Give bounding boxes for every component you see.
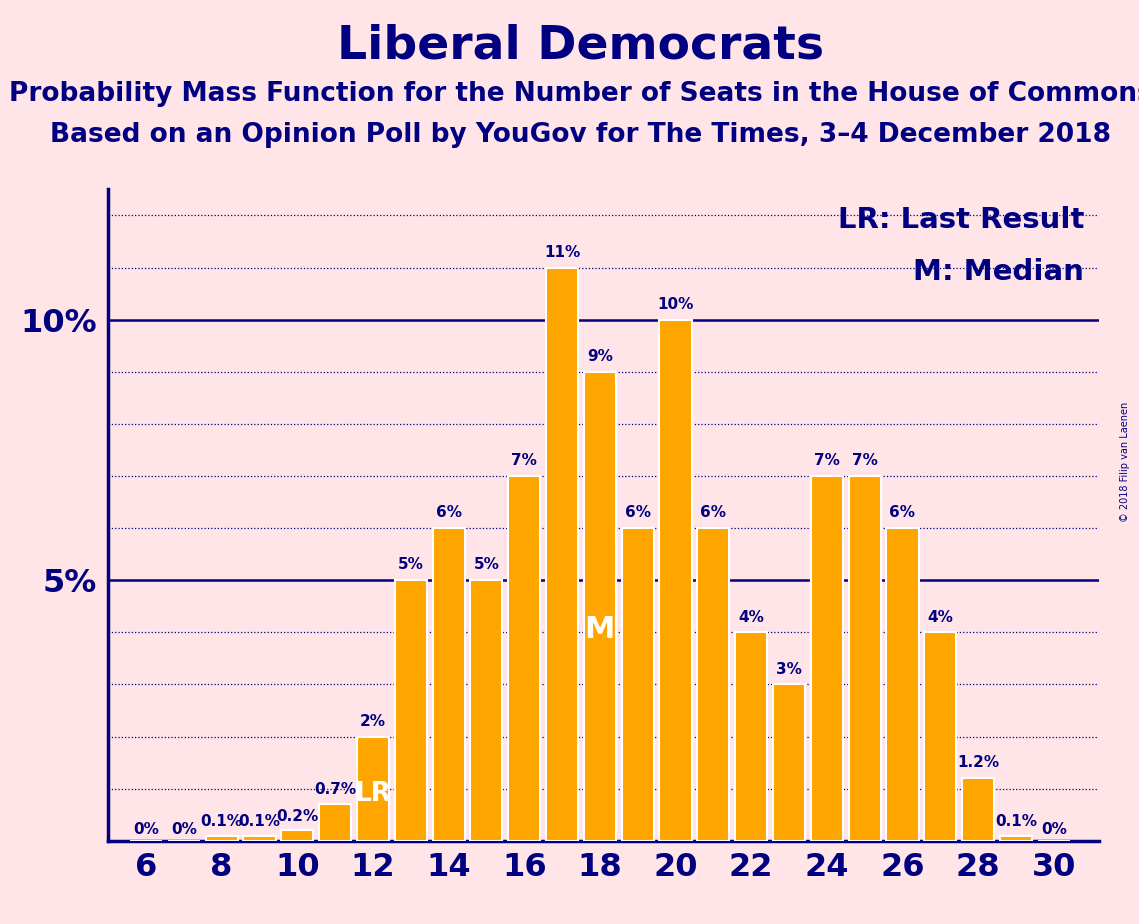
Bar: [735, 632, 768, 841]
Text: 11%: 11%: [544, 245, 580, 260]
Bar: [281, 831, 313, 841]
Bar: [849, 476, 880, 841]
Bar: [546, 268, 579, 841]
Text: 0.1%: 0.1%: [995, 814, 1036, 830]
Text: © 2018 Filip van Laenen: © 2018 Filip van Laenen: [1120, 402, 1130, 522]
Text: 7%: 7%: [814, 454, 839, 468]
Bar: [244, 835, 276, 841]
Text: LR: LR: [354, 781, 392, 807]
Bar: [206, 835, 238, 841]
Text: 6%: 6%: [700, 505, 727, 520]
Text: 7%: 7%: [511, 454, 538, 468]
Text: 0.7%: 0.7%: [314, 782, 357, 796]
Text: 0%: 0%: [171, 821, 197, 836]
Text: 0%: 0%: [133, 821, 159, 836]
Text: 3%: 3%: [776, 662, 802, 676]
Text: 0%: 0%: [1041, 821, 1067, 836]
Bar: [886, 529, 918, 841]
Text: 0.2%: 0.2%: [276, 809, 319, 824]
Bar: [924, 632, 957, 841]
Bar: [508, 476, 540, 841]
Text: M: Median: M: Median: [913, 258, 1084, 286]
Bar: [395, 580, 427, 841]
Text: 6%: 6%: [624, 505, 650, 520]
Bar: [773, 685, 805, 841]
Bar: [811, 476, 843, 841]
Text: 0.1%: 0.1%: [238, 814, 280, 830]
Text: 4%: 4%: [738, 610, 764, 625]
Text: 10%: 10%: [657, 297, 694, 312]
Text: 4%: 4%: [927, 610, 953, 625]
Text: 1.2%: 1.2%: [957, 756, 999, 771]
Bar: [1000, 835, 1032, 841]
Text: 7%: 7%: [852, 454, 877, 468]
Text: 6%: 6%: [435, 505, 461, 520]
Text: 9%: 9%: [587, 349, 613, 364]
Text: LR: Last Result: LR: Last Result: [838, 206, 1084, 234]
Text: 2%: 2%: [360, 714, 386, 729]
Text: Based on an Opinion Poll by YouGov for The Times, 3–4 December 2018: Based on an Opinion Poll by YouGov for T…: [50, 122, 1112, 148]
Bar: [357, 736, 390, 841]
Text: 5%: 5%: [474, 557, 499, 573]
Bar: [659, 320, 691, 841]
Bar: [697, 529, 729, 841]
Text: Liberal Democrats: Liberal Democrats: [337, 23, 825, 68]
Text: Probability Mass Function for the Number of Seats in the House of Commons: Probability Mass Function for the Number…: [9, 81, 1139, 107]
Text: 5%: 5%: [398, 557, 424, 573]
Bar: [319, 805, 351, 841]
Bar: [622, 529, 654, 841]
Bar: [470, 580, 502, 841]
Bar: [584, 371, 616, 841]
Bar: [433, 529, 465, 841]
Text: 0.1%: 0.1%: [200, 814, 243, 830]
Text: 6%: 6%: [890, 505, 916, 520]
Bar: [962, 778, 994, 841]
Text: M: M: [584, 615, 615, 644]
